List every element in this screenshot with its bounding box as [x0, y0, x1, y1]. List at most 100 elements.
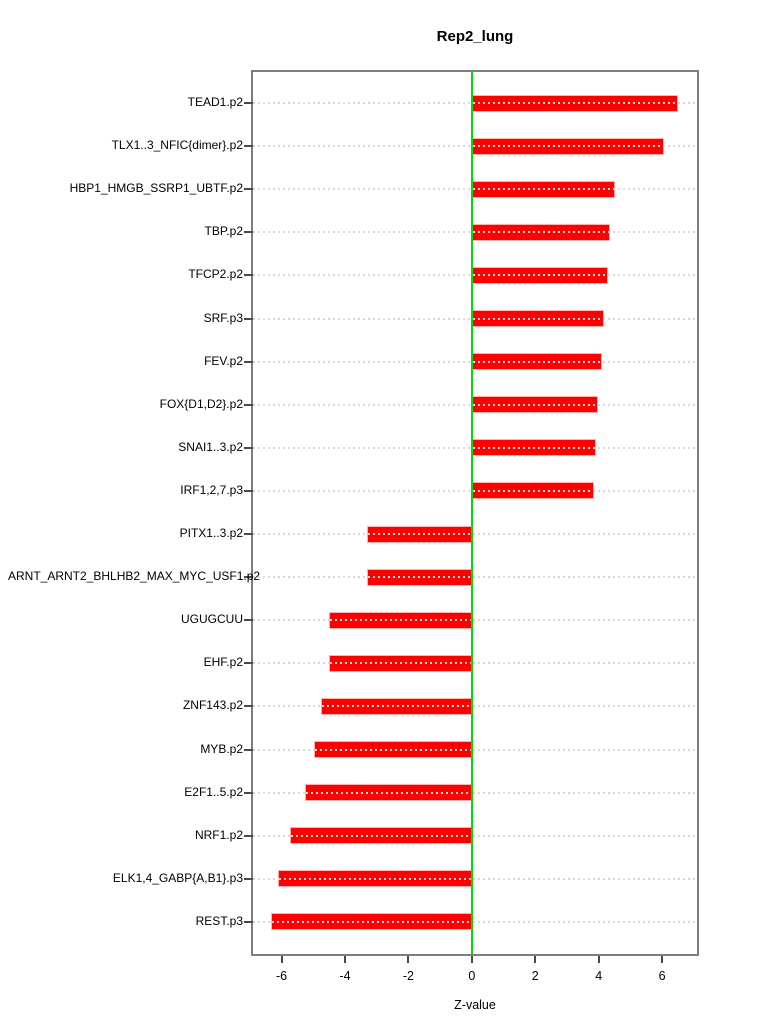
bar-center-dash	[368, 533, 471, 535]
category-label: REST.p3	[195, 913, 243, 928]
y-tick	[244, 145, 253, 148]
bar	[278, 870, 472, 888]
category-label: TBP.p2	[204, 224, 243, 239]
y-tick	[244, 920, 253, 923]
bar	[304, 784, 472, 802]
category-label: PITX1..3.p2	[179, 526, 243, 540]
category-label: ZNF143.p2	[182, 698, 243, 713]
zero-reference-line	[470, 72, 473, 954]
bar	[328, 611, 472, 629]
y-tick	[244, 317, 253, 320]
category-label: ARNT_ARNT2_BHLHB2_MAX_MYC_USF1.p2	[8, 569, 261, 584]
x-tick	[597, 956, 600, 963]
row-gridline	[253, 705, 697, 708]
category-label: NRF1.p2	[194, 827, 243, 842]
bar-center-dash	[472, 102, 677, 104]
y-tick	[244, 274, 253, 277]
bar-center-dash	[279, 877, 471, 880]
bar	[471, 223, 610, 241]
row-gridline	[253, 748, 697, 751]
category-label: TLX1..3_NFIC{dimer}.p2	[111, 138, 243, 153]
y-tick	[244, 360, 253, 363]
row-gridline	[253, 576, 697, 579]
category-label: HBP1_HMGB_SSRP1_UBTF.p2	[69, 181, 243, 196]
category-label: TEAD1.p2	[187, 95, 243, 109]
row-gridline	[253, 877, 697, 880]
y-tick	[244, 619, 253, 622]
y-tick	[244, 877, 253, 880]
bar-center-dash	[472, 446, 595, 449]
x-tick-label: 6	[658, 969, 666, 983]
bar-center-dash	[314, 748, 471, 751]
plot-area	[253, 72, 697, 954]
bar	[367, 525, 472, 543]
y-tick	[244, 705, 253, 708]
x-tick-label: -6	[275, 969, 288, 983]
bar	[471, 180, 615, 198]
bar	[471, 266, 608, 284]
y-tick	[244, 446, 253, 449]
bar-center-dash	[367, 576, 471, 579]
bar	[471, 353, 603, 371]
bar	[471, 137, 664, 155]
y-tick	[244, 403, 253, 406]
category-label: MYB.p2	[200, 741, 243, 756]
plot-frame	[251, 70, 699, 956]
x-tick	[470, 956, 473, 963]
x-tick	[343, 956, 346, 963]
row-gridline	[253, 619, 697, 622]
category-label: E2F1..5.p2	[184, 784, 243, 799]
bar-center-dash	[472, 403, 598, 406]
bar-center-dash	[290, 834, 471, 837]
bar-center-dash	[472, 145, 663, 148]
bar	[471, 396, 599, 414]
bar-center-dash	[321, 705, 471, 708]
x-tick-label: 4	[595, 969, 603, 983]
y-tick	[244, 489, 253, 492]
y-tick	[244, 834, 253, 837]
category-label: SRF.p3	[203, 310, 243, 325]
y-tick	[244, 791, 253, 794]
category-label: SNAI1..3.p2	[178, 439, 243, 454]
bar	[270, 913, 472, 931]
bar	[471, 94, 678, 112]
bar-center-dash	[472, 188, 614, 191]
bar-center-dash	[472, 231, 609, 234]
bar	[471, 310, 605, 327]
x-tick-label: -4	[339, 969, 351, 983]
bar	[313, 741, 472, 758]
x-tick	[661, 956, 664, 963]
bar-center-dash	[472, 274, 607, 277]
row-gridline	[253, 920, 697, 923]
x-tick-label: -2	[402, 969, 414, 983]
bar-center-dash	[271, 920, 471, 923]
chart-title: Rep2_lung	[436, 28, 514, 45]
x-tick	[407, 956, 410, 963]
bar-center-dash	[305, 791, 471, 794]
x-tick-label: 0	[468, 969, 476, 983]
y-tick	[244, 533, 253, 535]
bar	[471, 439, 596, 457]
category-label: UGUGCUU	[181, 612, 243, 627]
bar	[320, 697, 472, 715]
row-gridline	[253, 533, 697, 535]
y-tick	[244, 748, 253, 751]
category-label: ELK1,4_GABP{A,B1}.p3	[112, 870, 243, 885]
row-gridline	[253, 662, 697, 665]
y-tick	[244, 576, 253, 579]
row-gridline	[253, 791, 697, 794]
y-tick	[244, 662, 253, 665]
bar-center-dash	[329, 619, 471, 622]
bar	[366, 568, 472, 586]
bar-center-dash	[472, 360, 602, 363]
y-tick	[244, 231, 253, 234]
bar-center-dash	[472, 489, 593, 492]
y-tick	[244, 188, 253, 191]
bar-center-dash	[472, 317, 604, 320]
category-label: TFCP2.p2	[188, 267, 243, 282]
category-label: FOX{D1,D2}.p2	[159, 396, 243, 411]
y-tick	[244, 102, 253, 104]
x-tick-label: 2	[531, 969, 539, 983]
x-axis-label: Z-value	[454, 998, 496, 1012]
